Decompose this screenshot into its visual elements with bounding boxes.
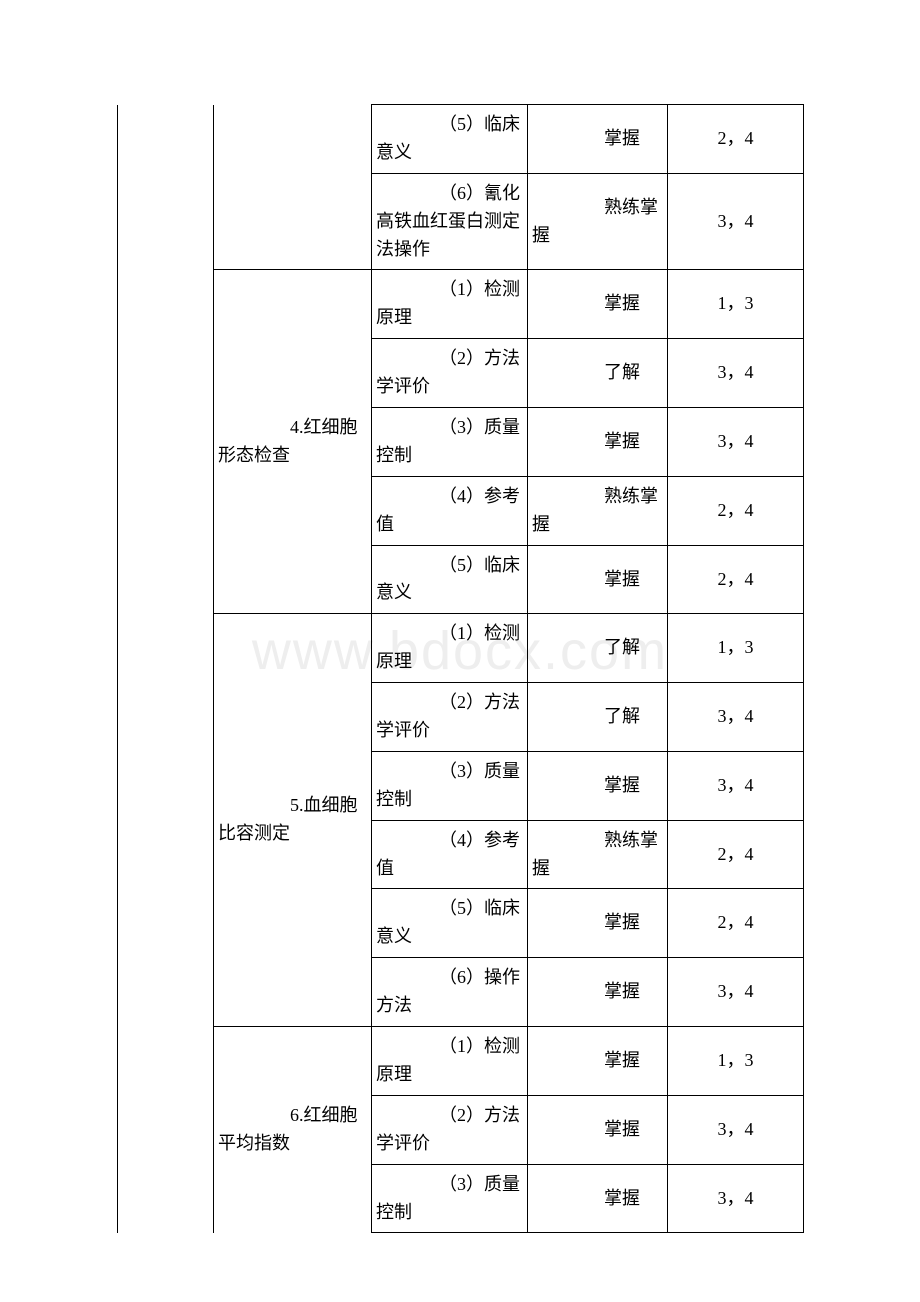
cell-item: （2）方法学评价 [372,683,528,752]
syllabus-table-container: （5）临床意义 掌握 2，4 （6）氰化高铁血红蛋白测定法操作 熟练掌握 3，4… [117,104,803,1233]
cell-ref: 2，4 [668,476,804,545]
cell-ref: 3，4 [668,339,804,408]
table-row: 5.血细胞比容测定 （1）检测原理 了解 1，3 [118,614,804,683]
cell-ref: 2，4 [668,105,804,174]
cell-level: 掌握 [528,1164,668,1233]
cell-ref: 2，4 [668,545,804,614]
cell-item: （3）质量控制 [372,751,528,820]
cell-ref: 2，4 [668,889,804,958]
cell-ref: 3，4 [668,683,804,752]
cell-level: 掌握 [528,1027,668,1096]
cell-level: 熟练掌握 [528,820,668,889]
cell-level: 了解 [528,614,668,683]
table-row: 6.红细胞平均指数 （1）检测原理 掌握 1，3 [118,1027,804,1096]
cell-item: （4）参考值 [372,476,528,545]
cell-ref: 2，4 [668,820,804,889]
col-topic: 6.红细胞平均指数 [214,1027,372,1233]
cell-item: （3）质量控制 [372,408,528,477]
cell-item: （4）参考值 [372,820,528,889]
cell-level: 熟练掌握 [528,476,668,545]
cell-item: （1）检测原理 [372,614,528,683]
cell-item: （5）临床意义 [372,545,528,614]
col-topic: 4.红细胞形态检查 [214,270,372,614]
cell-ref: 3，4 [668,1164,804,1233]
cell-level: 掌握 [528,105,668,174]
cell-item: （5）临床意义 [372,105,528,174]
cell-item: （1）检测原理 [372,270,528,339]
cell-ref: 3，4 [668,1095,804,1164]
cell-item: （2）方法学评价 [372,1095,528,1164]
col-topic: 5.血细胞比容测定 [214,614,372,1027]
cell-level: 了解 [528,339,668,408]
cell-level: 了解 [528,683,668,752]
table-row: 4.红细胞形态检查 （1）检测原理 掌握 1，3 [118,270,804,339]
cell-item: （2）方法学评价 [372,339,528,408]
cell-item: （6）操作方法 [372,958,528,1027]
cell-item: （6）氰化高铁血红蛋白测定法操作 [372,173,528,270]
cell-ref: 3，4 [668,751,804,820]
cell-level: 掌握 [528,408,668,477]
cell-level: 掌握 [528,889,668,958]
col-section-empty [118,105,214,1233]
cell-ref: 3，4 [668,408,804,477]
col-topic-empty [214,105,372,270]
cell-ref: 3，4 [668,173,804,270]
cell-ref: 1，3 [668,270,804,339]
cell-item: （1）检测原理 [372,1027,528,1096]
cell-level: 掌握 [528,958,668,1027]
cell-item: （5）临床意义 [372,889,528,958]
cell-level: 熟练掌握 [528,173,668,270]
cell-ref: 1，3 [668,1027,804,1096]
cell-item: （3）质量控制 [372,1164,528,1233]
cell-level: 掌握 [528,270,668,339]
cell-level: 掌握 [528,1095,668,1164]
cell-ref: 1，3 [668,614,804,683]
cell-level: 掌握 [528,751,668,820]
table-row: （5）临床意义 掌握 2，4 [118,105,804,174]
cell-ref: 3，4 [668,958,804,1027]
syllabus-table: （5）临床意义 掌握 2，4 （6）氰化高铁血红蛋白测定法操作 熟练掌握 3，4… [117,104,804,1233]
cell-level: 掌握 [528,545,668,614]
